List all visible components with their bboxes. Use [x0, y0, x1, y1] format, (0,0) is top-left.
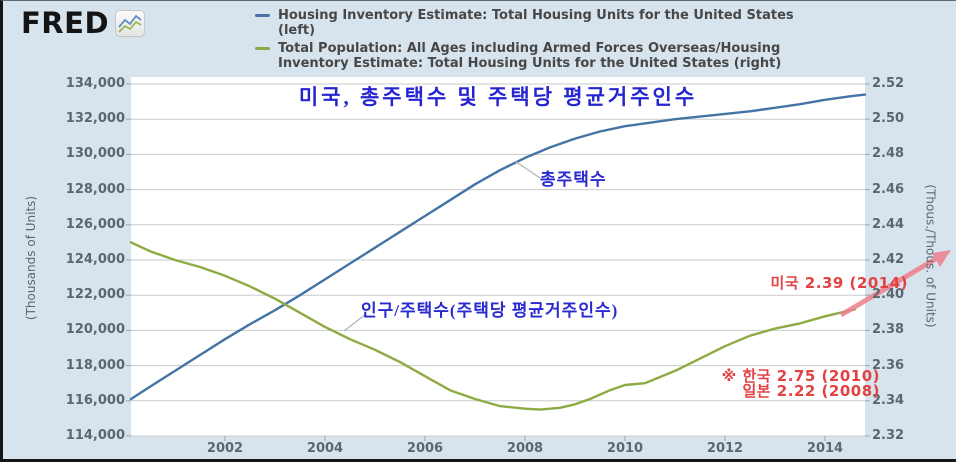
chart-title: 미국, 총주택수 및 주택당 평균거주인수 — [298, 85, 698, 109]
annotation-korea-2010: ※ 한국 2.75 (2010) — [721, 367, 880, 385]
fred-logo: FRED — [21, 6, 146, 40]
annotation-japan-2008: 일본 2.22 (2008) — [742, 382, 880, 400]
legend-item-population-ratio: Total Population: All Ages including Arm… — [255, 41, 794, 72]
left-axis-title: (Thousands of Units) — [24, 195, 38, 321]
legend-item-housing-inventory: Housing Inventory Estimate: Total Housin… — [255, 8, 794, 39]
legend-marker-green — [255, 46, 270, 50]
chart-plot-area — [3, 1, 956, 459]
fred-logo-text: FRED — [21, 6, 110, 40]
line-chart-icon — [115, 10, 146, 37]
chart-canvas — [126, 77, 951, 441]
legend-label: Total Population: All Ages including Arm… — [278, 40, 782, 71]
legend-marker-blue — [255, 14, 270, 17]
annotation-population-per-housing: 인구/주택수(주택당 평균거주인수) — [361, 301, 619, 320]
annotation-us-2014: 미국 2.39 (2014) — [770, 274, 908, 292]
annotation-total-housing: 총주택수 — [540, 170, 607, 189]
legend: Housing Inventory Estimate: Total Housin… — [255, 8, 794, 71]
right-axis-title: (Thous./Thous. of Units) — [923, 184, 938, 328]
legend-label: Housing Inventory Estimate: Total Housin… — [278, 8, 794, 39]
